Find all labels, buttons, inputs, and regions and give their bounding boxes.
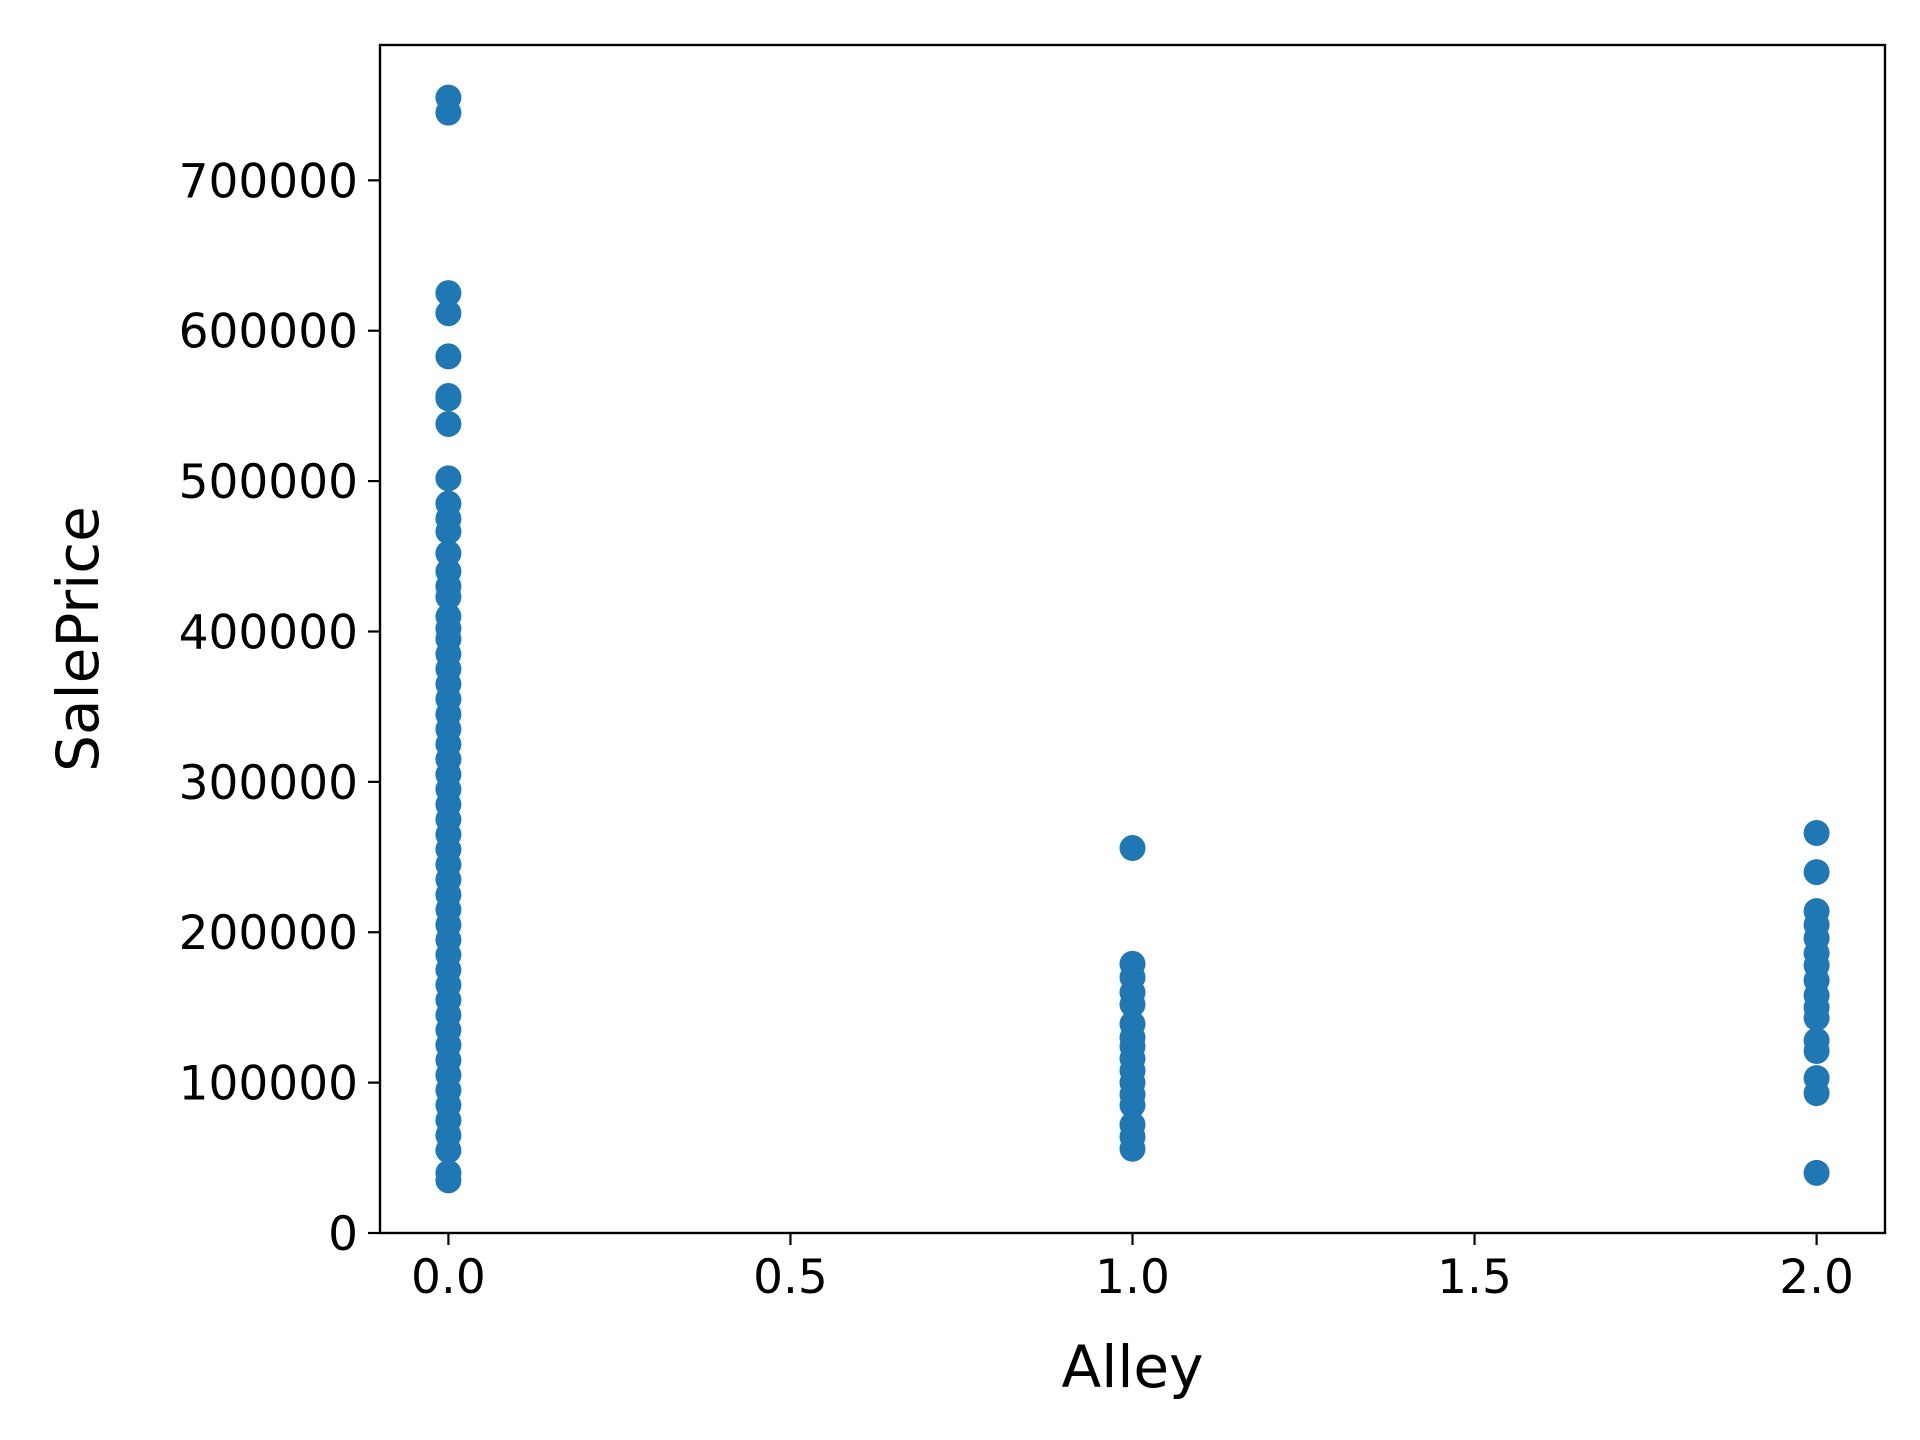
data-point	[1803, 1080, 1830, 1107]
data-point	[1803, 819, 1830, 846]
data-point	[435, 1137, 462, 1164]
data-point	[435, 540, 462, 567]
y-tick-label: 100000	[179, 1057, 358, 1112]
data-point	[435, 385, 462, 412]
data-point	[1803, 1004, 1830, 1031]
x-tick-label: 2.0	[1779, 1250, 1854, 1305]
y-axis-title: SalePrice	[44, 506, 112, 772]
x-tick-label: 1.0	[1095, 1250, 1170, 1305]
x-tick-label: 0.0	[411, 1250, 486, 1305]
y-tick-label: 200000	[179, 906, 358, 961]
y-tick-label: 500000	[179, 455, 358, 510]
y-tick-label: 300000	[179, 756, 358, 811]
x-tick-label: 1.5	[1437, 1250, 1512, 1305]
ticks-layer: 0.0 0.5 1.0 1.5 2.0 0 100000 200000 300000 400000…	[179, 154, 1854, 1305]
data-point	[1119, 835, 1146, 862]
points-layer	[435, 84, 1830, 1194]
data-point	[1119, 991, 1146, 1018]
data-point	[435, 583, 462, 610]
data-point	[435, 1167, 462, 1194]
plot-frame	[378, 43, 1887, 1235]
x-axis-title: Alley	[1062, 1333, 1204, 1401]
x-tick-label: 0.5	[753, 1250, 828, 1305]
data-point	[1803, 1159, 1830, 1186]
y-tick-label: 0	[328, 1207, 358, 1262]
data-point	[435, 343, 462, 370]
y-tick-label: 400000	[179, 605, 358, 660]
data-point	[435, 465, 462, 492]
data-point	[435, 410, 462, 437]
data-point	[1803, 1038, 1830, 1065]
data-point	[435, 99, 462, 126]
y-tick-label: 600000	[179, 305, 358, 360]
data-point	[435, 518, 462, 545]
data-point	[1803, 859, 1830, 886]
data-point	[435, 280, 462, 307]
data-point	[1119, 1092, 1146, 1119]
y-tick-label: 700000	[179, 154, 358, 209]
data-point	[1119, 1135, 1146, 1162]
data-point	[435, 300, 462, 327]
